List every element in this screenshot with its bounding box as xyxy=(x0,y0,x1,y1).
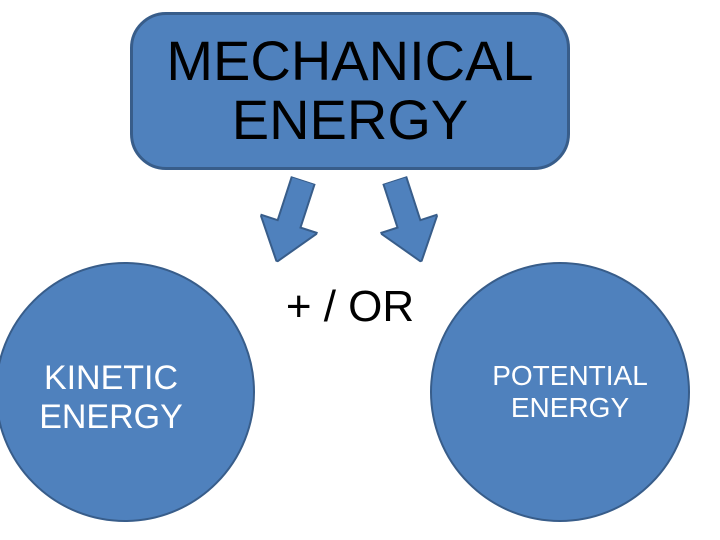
arrow-left xyxy=(248,171,332,271)
title-box: MECHANICAL ENERGY xyxy=(130,12,570,170)
arrow-right-shape xyxy=(366,171,450,271)
connector-label: + / OR xyxy=(286,282,414,331)
arrow-left-shape xyxy=(248,171,332,271)
diagram-canvas: MECHANICAL ENERGY + / OR KINETIC ENERGY … xyxy=(0,0,720,540)
arrow-right xyxy=(366,171,450,271)
connector-text: + / OR xyxy=(250,282,450,342)
circle-potential-label: POTENTIAL ENERGY xyxy=(492,360,648,424)
circle-potential: POTENTIAL ENERGY xyxy=(430,262,690,522)
circle-kinetic-label: KINETIC ENERGY xyxy=(39,359,183,437)
title-text: MECHANICAL ENERGY xyxy=(166,32,533,150)
circle-kinetic: KINETIC ENERGY xyxy=(0,262,255,522)
